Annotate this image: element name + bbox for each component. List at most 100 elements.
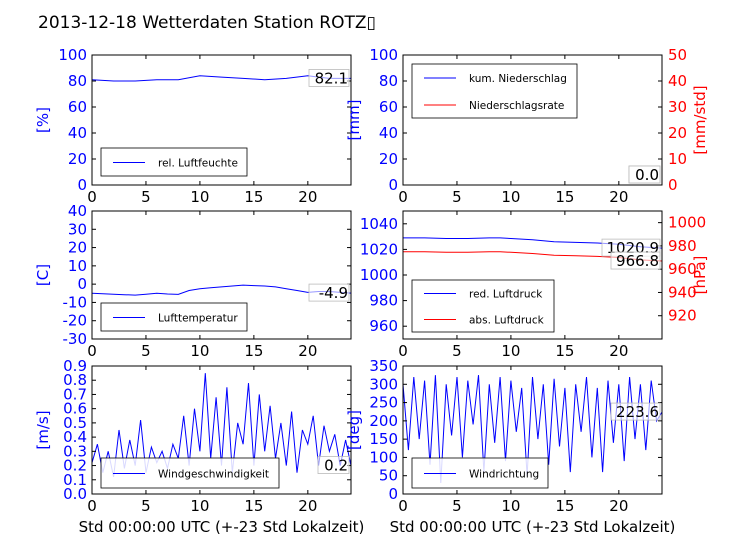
chart-panel-3: 0 5 10 15 20-30-20-10010203040[C]-4.9Lufttem… [34,202,352,360]
x-tick-label: 10 [501,497,520,515]
y-tick-label: 50 [379,467,398,485]
y-tick-label: 0.1 [63,471,87,489]
x-axis-label: Std 00:00:00 UTC (+-23 Std Lokalzeit) [79,518,365,536]
y-tick-label: 1020 [360,240,398,258]
y-tick-label: -30 [63,330,88,348]
y2-axis-label: [hPa] [691,256,709,295]
last-value-label: 0.2 [324,457,348,475]
legend: Windrichtung [411,457,549,489]
y2-tick-label: 1000 [668,214,706,232]
legend-label: rel. Luftfeuchte [158,158,238,170]
x-tick-label: 15 [555,188,574,206]
y-tick-label: 100 [369,448,398,466]
last-value-box [610,402,661,421]
y-tick-label: 60 [379,98,398,116]
y-tick-label: 980 [369,292,398,310]
y-tick-label: 20 [68,239,87,257]
x-tick-label: 5 [452,497,462,515]
y2-tick-label: 10 [668,150,687,168]
x-tick-label: 0 [398,497,408,515]
plot-frame [91,210,352,340]
last-value-label: 0.0 [635,166,659,184]
x-tick-label: 20 [609,188,628,206]
last-value-box [628,165,661,184]
legend-label: Windrichtung [469,469,539,481]
y2-tick-label: 940 [668,283,697,301]
y2-axis-label: [mm/std] [691,85,709,154]
last-value-box [317,456,350,474]
y-tick-label: 300 [369,375,398,393]
x-tick-label: 20 [609,342,628,360]
x-tick-label: 0 [398,342,408,360]
y-tick-label: -10 [63,293,88,311]
legend-box [411,279,555,333]
x-tick-label: 20 [298,188,317,206]
y-tick-label: 60 [68,98,87,116]
y-tick-label: 100 [369,46,398,64]
y-tick-label: 100 [58,46,87,64]
x-tick-label: 5 [452,188,462,206]
chart-panel-1: 0 5 10 15 20 0 20 40 60 80 100 [%] 82.1 rel. Luftfeuc… [34,46,352,206]
y-axis-label: [deg] [345,410,363,450]
x-tick-label: 15 [244,188,263,206]
legend: Lufttemperatur [100,302,248,332]
plot-frame [91,54,352,186]
plot-frame [91,365,352,495]
y-tick-label: 0.6 [63,400,87,418]
x-tick-label: 10 [501,342,520,360]
y-tick-label: 1040 [360,215,398,233]
y-tick-label: 960 [369,317,398,335]
legend: Windgeschwindigkeit [100,457,280,489]
y-tick-label: 250 [369,394,398,412]
y2-tick-label: 30 [668,98,687,116]
y-tick-label: 10 [68,257,87,275]
legend-label: kum. Niederschlag [469,73,567,85]
figure-title: 2013-12-18 Wetterdaten Station ROTZ▯ [38,13,376,33]
series-line-1 [403,375,662,484]
legend-label: red. Luftdruck [469,289,543,301]
chart-panel-5: 0 5 10 15 200.00.10.20.30.40.50.60.70.80.9[m… [34,357,364,536]
y-tick-label: 40 [379,124,398,142]
legend: red. Luftdruck abs. Luftdruck [411,279,555,333]
x-tick-label: 15 [244,342,263,360]
last-value-label: 966.8 [616,252,659,270]
y-tick-label: 80 [68,72,87,90]
last-value-label: 82.1 [315,69,348,87]
last-value-box [308,283,350,302]
legend-label: abs. Luftdruck [469,315,545,327]
y2-tick-label: 50 [668,46,687,64]
x-tick-label: 10 [190,497,209,515]
y-tick-label: 0.7 [63,385,87,403]
y-axis-label: [m/s] [34,410,52,449]
x-tick-label: 0 [398,188,408,206]
y-tick-label: 40 [68,202,87,220]
legend-label: Windgeschwindigkeit [158,469,269,481]
y-tick-label: 0.3 [63,442,87,460]
y-axis-label: [%] [34,107,52,133]
legend-box [100,147,248,177]
y-tick-label: 0.9 [63,357,87,375]
y-tick-label: 0.4 [63,428,87,446]
y-tick-label: 0 [388,176,398,194]
y-tick-label: 150 [369,430,398,448]
x-tick-label: 15 [555,497,574,515]
last-value-label: 223.6 [616,403,659,421]
last-value-box [308,69,350,87]
legend-box [100,302,248,332]
y-axis-label: [mm] [345,100,363,141]
x-tick-label: 5 [141,497,151,515]
x-tick-label: 10 [190,342,209,360]
x-tick-label: 20 [298,497,317,515]
y2-tick-label: 980 [668,237,697,255]
x-tick-label: 5 [141,188,151,206]
x-tick-label: 5 [452,342,462,360]
x-tick-label: 20 [298,342,317,360]
x-tick-label: 15 [244,497,263,515]
plot-frame [402,54,663,186]
y-tick-label: 0 [77,275,87,293]
x-tick-label: 10 [190,188,209,206]
legend-label: Niederschlagsrate [469,100,564,112]
x-tick-label: 20 [609,497,628,515]
